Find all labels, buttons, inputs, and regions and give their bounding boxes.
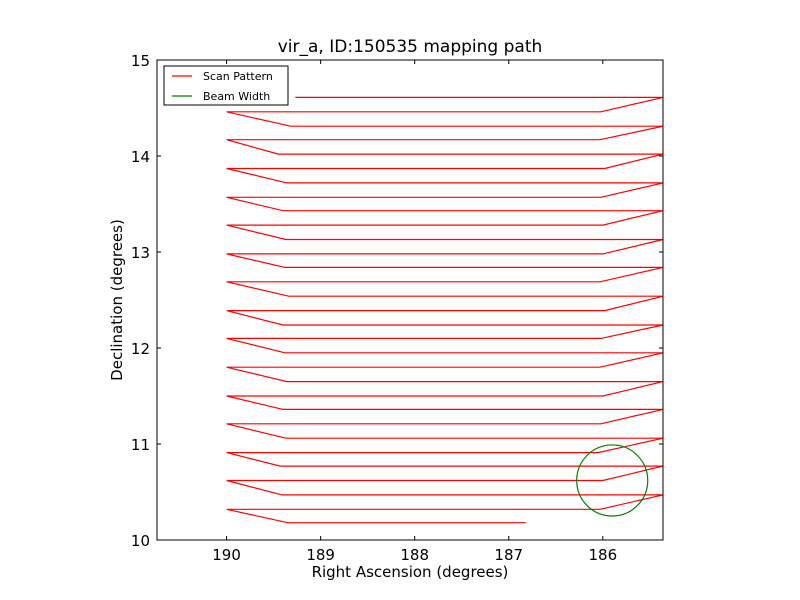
beam-width-circle xyxy=(576,444,649,517)
x-tick-label: 186 xyxy=(588,546,617,564)
x-axis-label: Right Ascension (degrees) xyxy=(312,563,509,581)
x-axis: 190 189 188 187 186 xyxy=(212,60,617,564)
legend: Scan Pattern Beam Width xyxy=(163,65,289,106)
legend-label-scan-pattern: Scan Pattern xyxy=(203,70,273,83)
legend-label-beam-width: Beam Width xyxy=(203,90,270,103)
y-tick-label: 14 xyxy=(131,148,150,166)
y-tick-label: 12 xyxy=(131,340,150,358)
y-tick-label: 15 xyxy=(131,52,150,70)
y-tick-label: 13 xyxy=(131,244,150,262)
scan-pattern-line xyxy=(226,96,664,524)
y-axis-label: Declination (degrees) xyxy=(108,219,126,381)
x-tick-label: 187 xyxy=(494,546,523,564)
y-tick-label: 10 xyxy=(131,532,150,550)
plot-area xyxy=(226,96,664,524)
y-tick-label: 11 xyxy=(131,436,150,454)
x-tick-label: 190 xyxy=(212,546,241,564)
x-tick-label: 189 xyxy=(306,546,335,564)
chart-title: vir_a, ID:150535 mapping path xyxy=(278,37,543,57)
legend-box xyxy=(163,65,289,106)
axes-frame xyxy=(156,59,664,541)
y-axis: 10 11 12 13 14 15 xyxy=(131,52,663,550)
x-tick-label: 188 xyxy=(400,546,429,564)
